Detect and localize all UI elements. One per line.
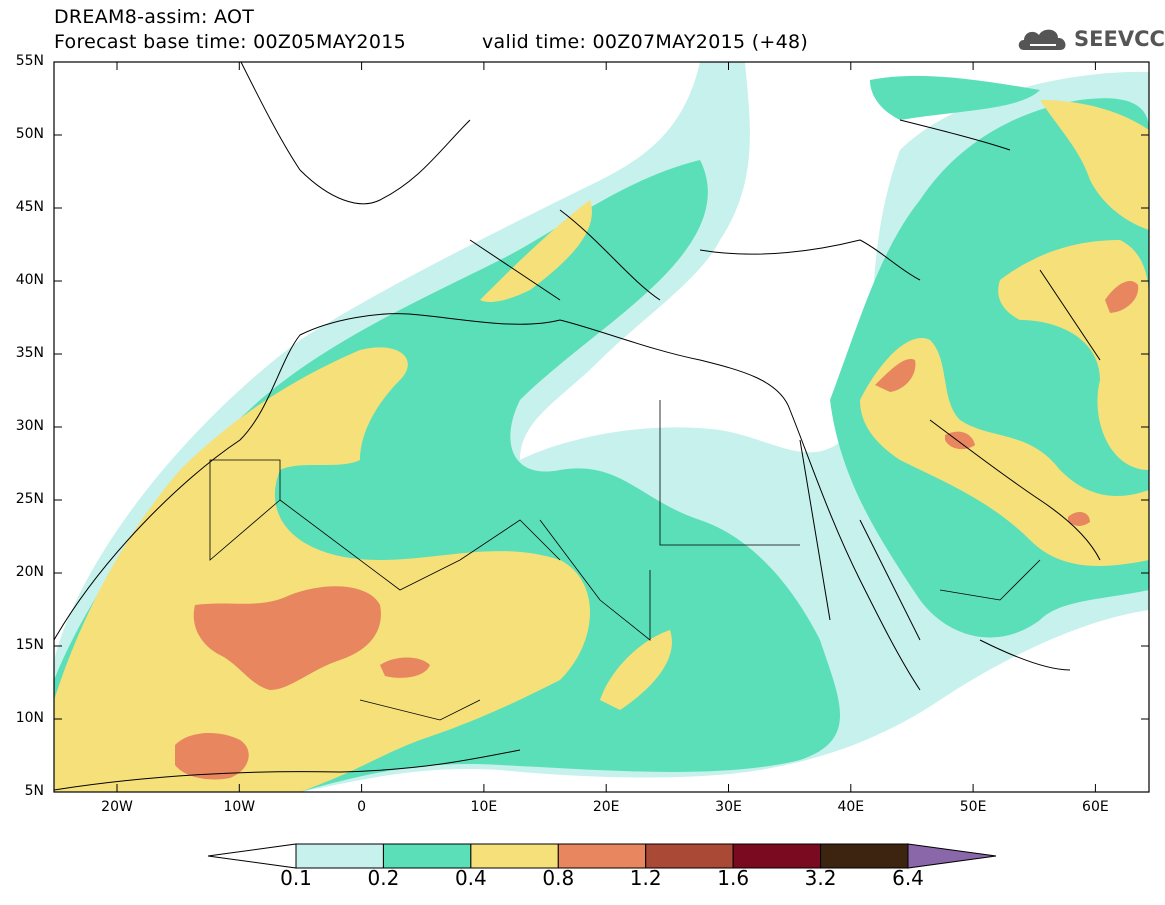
lat-label: 5N bbox=[24, 783, 44, 799]
lat-label: 55N bbox=[15, 53, 44, 69]
lat-label: 45N bbox=[15, 199, 44, 215]
lat-label: 15N bbox=[15, 637, 44, 653]
colorbar-tick-label: 0.2 bbox=[367, 866, 400, 890]
lat-label: 10N bbox=[15, 710, 44, 726]
colorbar-tick-label: 0.4 bbox=[454, 866, 487, 890]
lon-label: 30E bbox=[715, 799, 742, 815]
cloud-icon bbox=[1018, 29, 1066, 50]
lat-label: 35N bbox=[15, 345, 44, 361]
colorbar-segment bbox=[470, 843, 559, 869]
lat-label: 20N bbox=[15, 564, 44, 580]
lon-label: 20W bbox=[101, 799, 133, 815]
colorbar-segment bbox=[557, 843, 647, 869]
colorbar-under-triangle bbox=[207, 843, 297, 869]
lon-label: 0 bbox=[357, 799, 367, 815]
colorbar-tick-label: 0.8 bbox=[542, 866, 575, 890]
lat-label: 30N bbox=[15, 418, 44, 434]
colorbar-tick-label: 1.2 bbox=[629, 866, 662, 890]
country-borders bbox=[209, 400, 1041, 721]
colorbar bbox=[207, 843, 997, 869]
colorbar-segment bbox=[382, 843, 472, 869]
lon-label: 50E bbox=[959, 799, 987, 815]
colorbar-tick-label: 3.2 bbox=[804, 866, 837, 890]
colorbar-tick-label: 1.6 bbox=[717, 866, 750, 890]
logo-text: SEEVCCC bbox=[1074, 27, 1165, 51]
colorbar-segment bbox=[820, 843, 909, 869]
lon-label: 20E bbox=[592, 799, 620, 815]
coastlines bbox=[54, 62, 1101, 791]
lon-label: 40E bbox=[837, 799, 865, 815]
colorbar-over-triangle bbox=[907, 843, 997, 869]
lat-label: 25N bbox=[15, 491, 44, 507]
valid-time: valid time: 00Z07MAY2015 (+48) bbox=[482, 31, 809, 53]
aot-level-0.8 bbox=[175, 280, 1139, 780]
lat-label: 40N bbox=[15, 272, 44, 288]
colorbar-tick-label: 0.1 bbox=[280, 866, 312, 890]
colorbar-tick-label: 6.4 bbox=[892, 866, 924, 890]
lon-label: 10E bbox=[470, 799, 498, 815]
lon-label: 60E bbox=[1082, 799, 1109, 815]
colorbar-segment bbox=[295, 843, 384, 869]
map-title: DREAM8-assim: AOT bbox=[54, 6, 255, 28]
lat-label: 50N bbox=[15, 126, 44, 142]
lon-label: 10W bbox=[223, 799, 256, 815]
colorbar-segment bbox=[645, 843, 734, 869]
forecast-base-time: Forecast base time: 00Z05MAY2015 bbox=[54, 31, 406, 53]
axis-ticks bbox=[54, 61, 1149, 793]
colorbar-segment bbox=[732, 843, 822, 869]
seevccc-logo: SEEVCCC bbox=[1016, 24, 1165, 54]
